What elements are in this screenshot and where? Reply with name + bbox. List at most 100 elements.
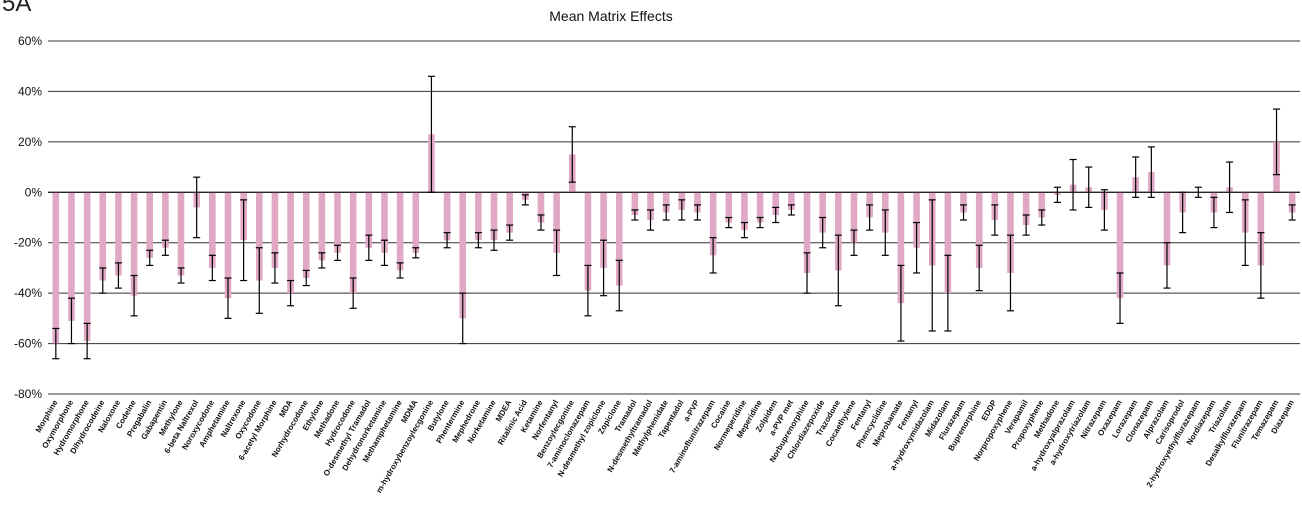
error-bar — [224, 277, 232, 319]
error-bar — [52, 327, 60, 360]
error-bar — [568, 126, 576, 183]
error-bar — [114, 262, 122, 289]
error-bar — [725, 216, 733, 229]
bar — [365, 192, 373, 248]
x-axis-ticks: MorphineOxymorphoneHydromorphoneDihydroc… — [34, 398, 1296, 495]
error-bar — [1053, 186, 1061, 203]
bar — [318, 192, 326, 261]
error-bar — [1210, 196, 1218, 229]
bar — [1007, 192, 1014, 273]
error-bar — [459, 292, 467, 345]
error-bar — [1288, 204, 1296, 221]
error-bar — [866, 204, 874, 231]
bar — [615, 192, 623, 286]
error-bar — [287, 279, 295, 307]
y-tick-label: -40% — [14, 286, 42, 300]
bar — [255, 192, 263, 281]
y-tick-label: 60% — [18, 34, 42, 48]
error-bar — [1022, 214, 1030, 236]
bar — [490, 192, 498, 241]
bar — [803, 192, 811, 273]
bar — [334, 192, 341, 253]
bar — [224, 192, 232, 299]
bar — [1022, 192, 1030, 226]
error-bar — [318, 252, 326, 269]
error-bar — [803, 252, 811, 294]
error-bar — [506, 224, 514, 241]
bar — [600, 192, 607, 268]
bar — [475, 192, 482, 241]
error-bar — [193, 176, 201, 239]
error-bar — [1006, 234, 1014, 312]
bar — [115, 192, 122, 276]
bar — [725, 192, 733, 223]
error-bar — [1038, 209, 1046, 226]
bar — [1038, 192, 1046, 218]
error-bar — [756, 216, 764, 229]
error-bar — [584, 264, 592, 317]
bar — [349, 192, 357, 294]
bar — [741, 192, 748, 231]
error-bars — [52, 75, 1296, 360]
panel-label: 5A — [2, 0, 32, 17]
error-bar — [1085, 166, 1093, 209]
error-bar — [67, 297, 75, 345]
bar — [271, 192, 279, 268]
error-bar — [662, 204, 670, 221]
error-bar — [1116, 272, 1124, 324]
error-bar — [177, 267, 185, 284]
error-bar — [240, 199, 248, 282]
bar — [772, 192, 780, 215]
bar — [412, 192, 420, 253]
error-bar — [1273, 108, 1281, 176]
error-bar — [521, 194, 529, 206]
error-bar — [396, 262, 404, 279]
y-tick-label: -80% — [14, 387, 42, 401]
error-bar — [1147, 146, 1155, 198]
error-bar — [271, 252, 279, 284]
error-bar — [1226, 161, 1234, 214]
error-bar — [334, 244, 342, 261]
error-bar — [302, 269, 310, 287]
bars — [52, 134, 1296, 344]
error-bar — [1100, 189, 1108, 231]
bar — [944, 192, 952, 294]
chart-title: Mean Matrix Effects — [549, 8, 672, 24]
error-bar — [709, 237, 717, 274]
error-bar — [960, 204, 968, 221]
bar — [897, 192, 905, 304]
error-bar — [944, 254, 952, 332]
bar — [850, 192, 858, 243]
bar — [647, 192, 654, 221]
bar — [130, 192, 138, 296]
bar — [913, 192, 920, 248]
bar — [287, 192, 294, 294]
bar — [662, 192, 670, 213]
error-bar — [834, 234, 842, 307]
error-bar — [975, 244, 983, 292]
error-bar — [600, 239, 608, 297]
bar — [819, 192, 826, 233]
error-bar — [928, 199, 936, 332]
bar — [459, 192, 467, 319]
error-bar — [208, 254, 216, 282]
error-bar — [1257, 232, 1265, 299]
bar — [83, 192, 91, 342]
error-bar — [474, 232, 482, 249]
bar — [209, 192, 216, 268]
error-bar — [1241, 199, 1249, 267]
error-bar — [255, 247, 263, 314]
bar — [835, 192, 842, 271]
bar — [975, 192, 983, 268]
error-bar — [1163, 242, 1171, 289]
error-bar — [553, 229, 561, 277]
y-tick-label: 0% — [25, 185, 43, 199]
bar — [1163, 192, 1171, 266]
bar — [443, 192, 451, 241]
error-bar — [1132, 156, 1140, 198]
error-bar — [537, 214, 545, 231]
bar — [694, 192, 701, 213]
bar — [584, 192, 592, 291]
error-bar — [772, 206, 780, 224]
